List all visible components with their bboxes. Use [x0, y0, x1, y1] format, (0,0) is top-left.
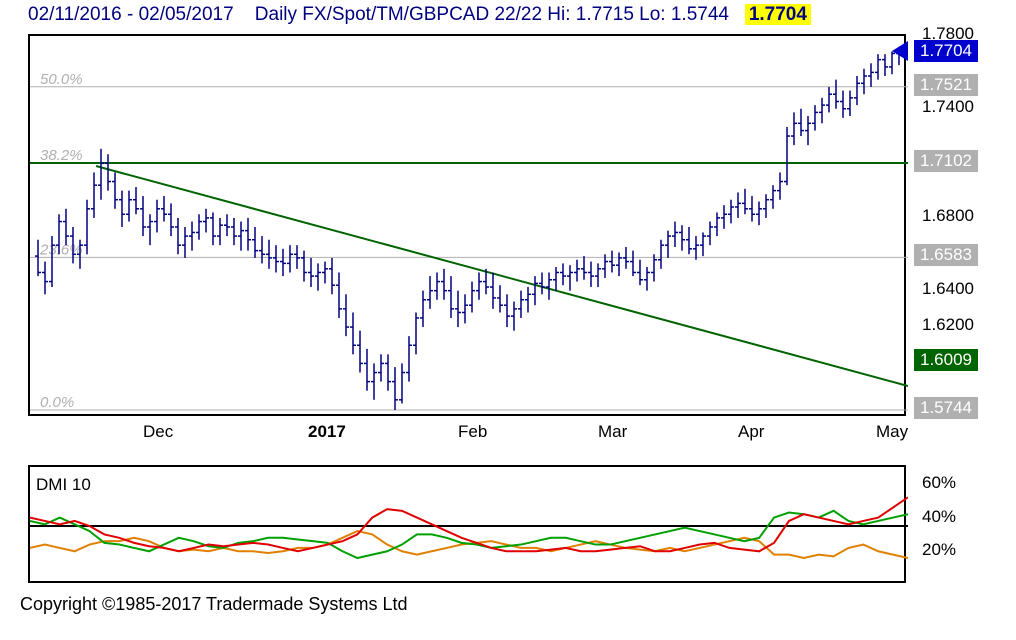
x-tick: Dec	[143, 422, 173, 442]
current-price-highlight: 1.7704	[745, 4, 811, 25]
price-tag: 1.6583	[914, 244, 978, 266]
series-info: Daily FX/Spot/TM/GBPCAD 22/22 Hi: 1.7715…	[255, 4, 729, 25]
price-tag: 1.7521	[914, 74, 978, 96]
y-tick: 1.6400	[922, 279, 974, 299]
dmi-chart[interactable]: DMI 10	[28, 465, 906, 583]
chart-header: 02/11/2016 - 02/05/2017 Daily FX/Spot/TM…	[28, 4, 811, 26]
price-tag: 1.7102	[914, 150, 978, 172]
svg-text:0.0%: 0.0%	[40, 394, 74, 411]
dmi-y-tick: 40%	[922, 507, 956, 527]
price-arrow-icon	[892, 41, 908, 61]
y-axis: 1.78001.74001.68001.64001.62001.77041.75…	[908, 34, 1008, 416]
x-axis: Dec 2017 Feb Mar Apr May	[28, 420, 906, 450]
x-tick: May	[876, 422, 908, 442]
dmi-y-tick: 60%	[922, 473, 956, 493]
svg-text:23.6%: 23.6%	[39, 241, 83, 258]
dmi-svg	[30, 467, 908, 585]
price-chart[interactable]: 50.0% 38.2% 23.6% 0.0%	[28, 34, 906, 416]
y-tick: 1.6800	[922, 206, 974, 226]
date-range: 02/11/2016 - 02/05/2017	[28, 4, 234, 25]
x-tick: Apr	[738, 422, 764, 442]
svg-text:50.0%: 50.0%	[40, 71, 83, 88]
x-tick: Mar	[598, 422, 627, 442]
dmi-y-tick: 20%	[922, 540, 956, 560]
price-tag: 1.5744	[914, 397, 978, 419]
dmi-y-axis: 60% 40% 20%	[908, 465, 1008, 583]
y-tick: 1.6200	[922, 315, 974, 335]
copyright: Copyright ©1985-2017 Tradermade Systems …	[20, 594, 407, 615]
svg-text:38.2%: 38.2%	[40, 147, 83, 164]
y-tick: 1.7400	[922, 97, 974, 117]
x-tick: 2017	[308, 422, 346, 442]
price-chart-svg: 50.0% 38.2% 23.6% 0.0%	[30, 36, 908, 418]
x-tick: Feb	[458, 422, 487, 442]
price-tag: 1.6009	[914, 349, 978, 371]
price-tag: 1.7704	[914, 40, 978, 62]
